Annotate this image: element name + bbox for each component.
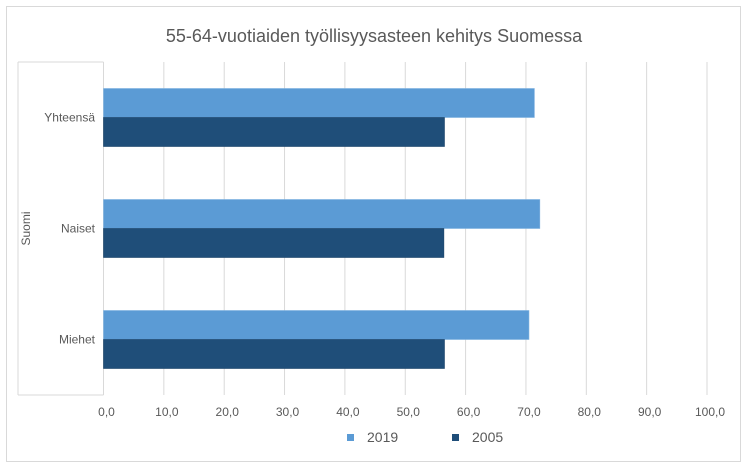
bar-2019-Miehet [103,310,530,340]
x-tick-label: 100,0 [695,405,725,419]
x-tick-label: 20,0 [216,405,240,419]
legend-swatch [347,434,354,441]
legend-label: 2019 [367,429,398,445]
bar-2019-Naiset [103,199,541,229]
x-tick-label: 0,0 [98,405,115,419]
x-tick-label: 10,0 [155,405,179,419]
x-tick-label: 60,0 [457,405,481,419]
category-label: Miehet [59,333,96,347]
x-tick-label: 90,0 [638,405,662,419]
legend-label: 2005 [472,429,503,445]
category-label: Naiset [61,222,96,236]
bar-2019-Yhteensä [103,88,535,118]
chart-title: 55-64-vuotiaiden työllisyysasteen kehity… [166,26,583,46]
bar-2005-Naiset [103,228,445,258]
legend-swatch [452,434,459,441]
x-tick-label: 30,0 [276,405,300,419]
bar-2005-Yhteensä [103,117,445,147]
x-tick-label: 70,0 [517,405,541,419]
group-label: Suomi [19,211,33,245]
x-tick-label: 80,0 [578,405,602,419]
x-tick-label: 50,0 [397,405,421,419]
x-tick-label: 40,0 [336,405,360,419]
category-label: Yhteensä [44,111,95,125]
bar-2005-Miehet [103,339,445,369]
